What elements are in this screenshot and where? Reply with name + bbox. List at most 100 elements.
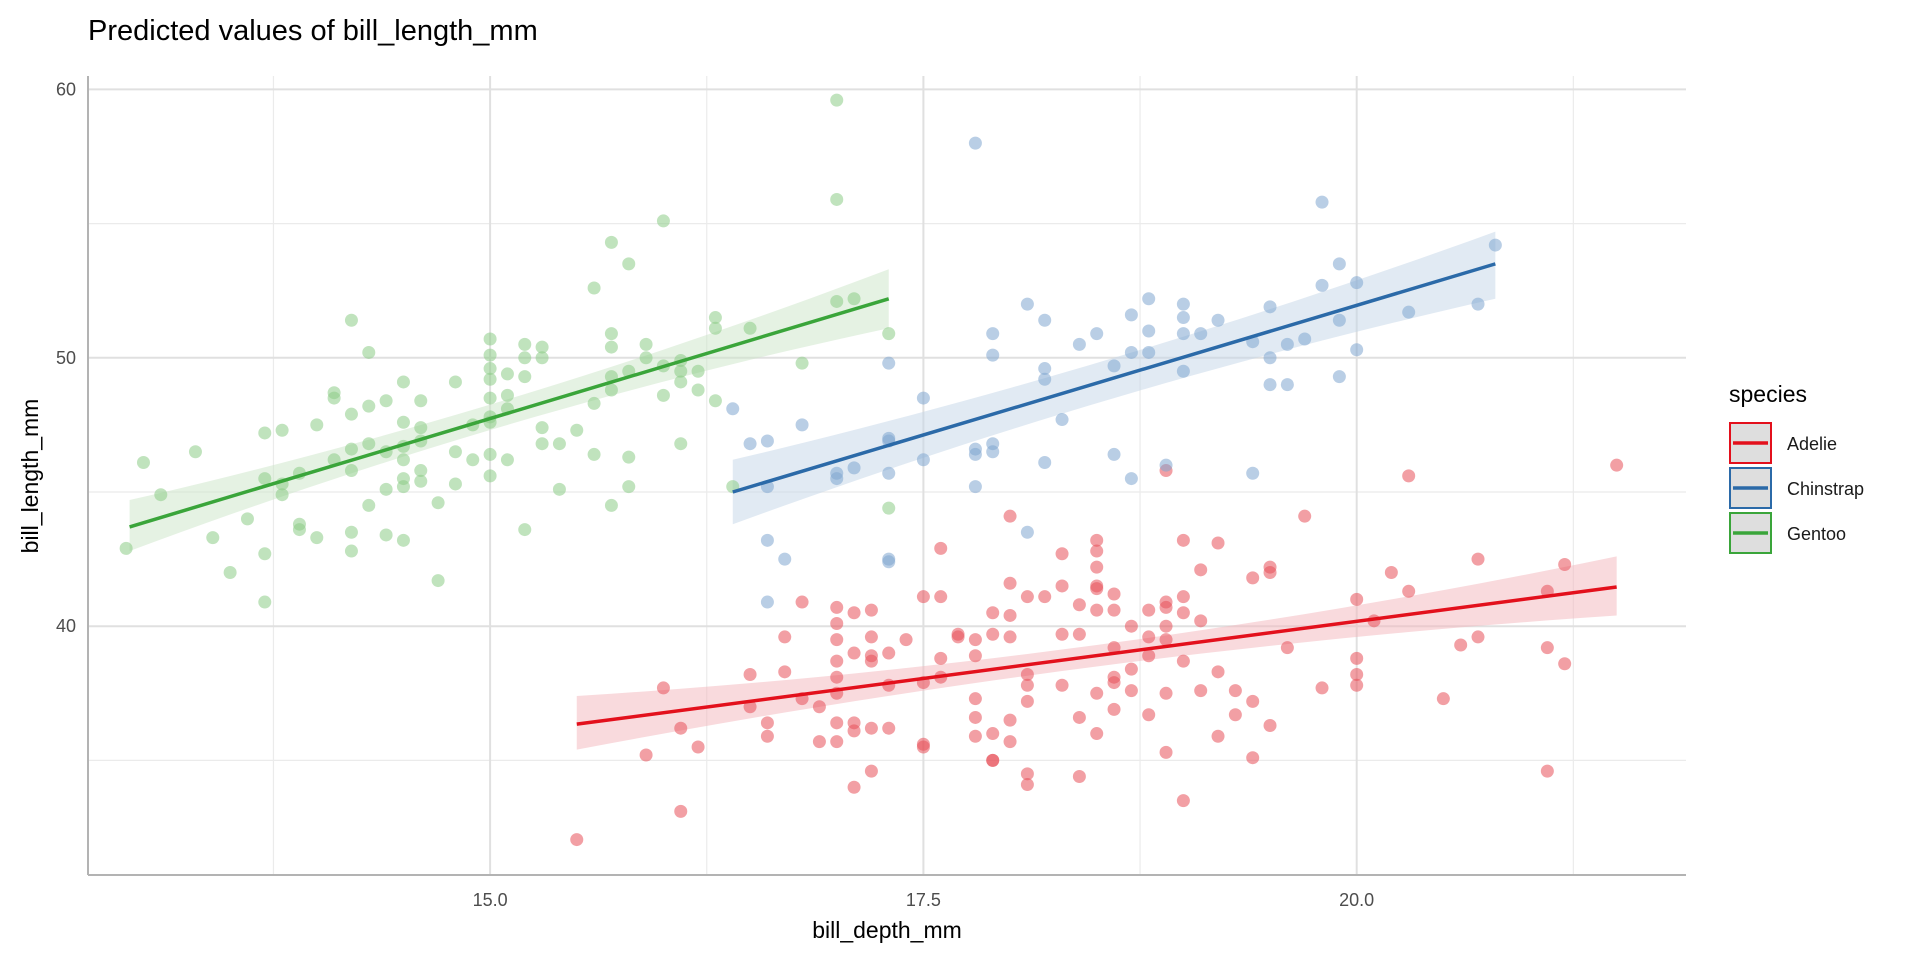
adelie-data-point — [934, 541, 948, 555]
gentoo-data-point — [535, 340, 549, 354]
adelie-data-point — [1610, 458, 1624, 472]
adelie-data-point — [830, 617, 844, 631]
gentoo-data-point — [604, 327, 618, 341]
chinstrap-data-point — [882, 466, 896, 480]
gentoo-data-point — [396, 453, 410, 467]
gentoo-data-point — [674, 364, 688, 378]
adelie-data-point — [1055, 678, 1069, 692]
gentoo-data-point — [656, 214, 670, 228]
adelie-data-point — [1228, 708, 1242, 722]
adelie-data-point — [1211, 536, 1225, 550]
gentoo-data-point — [535, 351, 549, 365]
chinstrap-data-point — [968, 136, 982, 150]
adelie-data-point — [1107, 676, 1121, 690]
adelie-data-point — [743, 668, 757, 682]
adelie-data-point — [864, 764, 878, 778]
chinstrap-fit-line — [732, 262, 1496, 494]
adelie-data-point — [986, 753, 1000, 767]
gentoo-data-point — [483, 391, 497, 405]
adelie-data-point — [1558, 657, 1572, 671]
gentoo-data-point — [518, 351, 532, 365]
adelie-data-point — [1211, 665, 1225, 679]
gentoo-data-point — [344, 464, 358, 478]
chinstrap-data-point — [1176, 364, 1190, 378]
adelie-data-point — [1003, 608, 1017, 622]
chinstrap-data-point — [847, 461, 861, 475]
adelie-data-point — [1020, 767, 1034, 781]
gentoo-data-point — [379, 482, 393, 496]
chinstrap-data-point — [1176, 311, 1190, 325]
chinstrap-data-point — [882, 356, 896, 370]
adelie-data-point — [1090, 533, 1104, 547]
adelie-data-point — [1540, 764, 1554, 778]
chinstrap-data-point — [1315, 278, 1329, 292]
adelie-data-point — [760, 729, 774, 743]
y-tick-label: 40 — [56, 616, 76, 636]
adelie-data-point — [830, 600, 844, 614]
chinstrap-data-point — [1124, 345, 1138, 359]
gentoo-data-point — [587, 447, 601, 461]
adelie-data-point — [760, 716, 774, 730]
chinstrap-data-point — [795, 418, 809, 432]
gentoo-data-point — [448, 375, 462, 389]
adelie-data-point — [691, 740, 705, 754]
adelie-data-point — [1194, 563, 1208, 577]
fit-lines — [129, 262, 1617, 726]
gentoo-data-point — [708, 394, 722, 408]
chinstrap-data-point — [1020, 297, 1034, 311]
gentoo-data-point — [674, 375, 688, 389]
gentoo-data-point — [379, 528, 393, 542]
adelie-data-point — [864, 654, 878, 668]
chinstrap-data-point — [882, 555, 896, 569]
gentoo-data-point — [795, 356, 809, 370]
gentoo-data-point — [414, 394, 428, 408]
gridlines — [88, 76, 1686, 875]
adelie-data-point — [882, 721, 896, 735]
gentoo-data-point — [604, 383, 618, 397]
gentoo-data-point — [622, 450, 636, 464]
adelie-data-point — [1176, 654, 1190, 668]
chinstrap-data-point — [1488, 238, 1502, 252]
gentoo-data-point — [639, 351, 653, 365]
adelie-data-point — [830, 654, 844, 668]
gentoo-data-point — [431, 496, 445, 510]
adelie-data-point — [986, 606, 1000, 620]
chinstrap-data-point — [830, 466, 844, 480]
adelie-data-point — [1298, 509, 1312, 523]
gentoo-data-point — [258, 426, 272, 440]
gentoo-data-point — [154, 488, 168, 502]
gentoo-data-point — [830, 192, 844, 206]
adelie-data-point — [1159, 619, 1173, 633]
chinstrap-data-point — [1038, 372, 1052, 386]
adelie-data-point — [934, 590, 948, 604]
gentoo-data-point — [483, 469, 497, 483]
adelie-data-point — [968, 729, 982, 743]
chinstrap-data-point — [1142, 345, 1156, 359]
gentoo-data-point — [604, 235, 618, 249]
adelie-data-point — [968, 692, 982, 706]
gentoo-data-point — [691, 364, 705, 378]
y-tick-label: 60 — [56, 79, 76, 99]
adelie-data-point — [1350, 651, 1364, 665]
gentoo-data-point — [396, 375, 410, 389]
chinstrap-data-point — [1090, 327, 1104, 341]
adelie-data-point — [1003, 576, 1017, 590]
y-axis-title: bill_length_mm — [17, 399, 43, 554]
adelie-data-point — [1263, 566, 1277, 580]
gentoo-data-point — [552, 482, 566, 496]
chinstrap-data-point — [916, 453, 930, 467]
legend-item-adelie: Adelie — [1729, 422, 1837, 464]
gentoo-data-point — [136, 455, 150, 469]
legend-item-gentoo: Gentoo — [1729, 512, 1846, 554]
y-tick-label: 50 — [56, 348, 76, 368]
adelie-data-point — [1072, 770, 1086, 784]
chinstrap-data-point — [1072, 337, 1086, 351]
adelie-data-point — [1020, 678, 1034, 692]
adelie-data-point — [1055, 547, 1069, 561]
adelie-data-point — [639, 748, 653, 762]
chinstrap-data-point — [1142, 324, 1156, 338]
chinstrap-data-point — [1263, 378, 1277, 392]
adelie-data-point — [882, 646, 896, 660]
gentoo-data-point — [604, 498, 618, 512]
adelie-data-point — [1176, 794, 1190, 808]
